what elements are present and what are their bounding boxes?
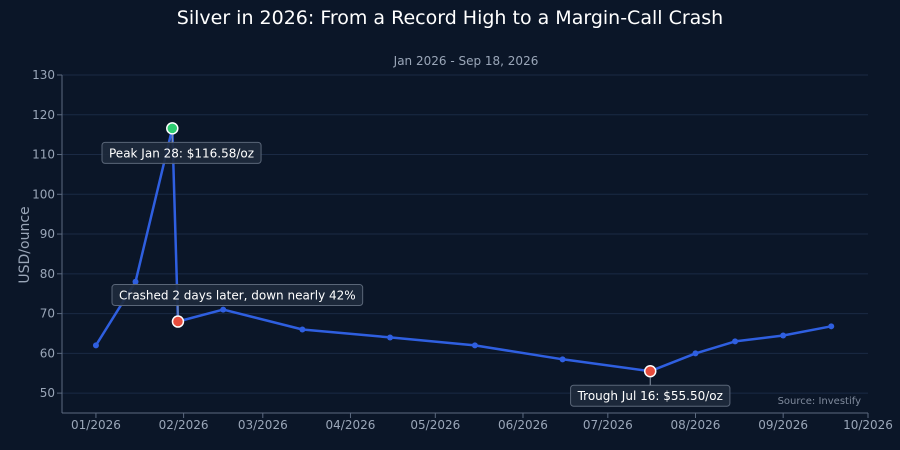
data-point: [780, 332, 787, 339]
x-tick-label: 10/2026: [843, 418, 893, 432]
annotation: Crashed 2 days later, down nearly 42%: [111, 284, 364, 316]
data-point: [692, 350, 699, 357]
y-tick-label: 80: [40, 267, 55, 281]
series-line: [94, 127, 832, 373]
data-point: [92, 342, 99, 349]
axes: 50 60 70 80 90 100 110 120 130 01/2026 02/2026 03/2…: [32, 68, 893, 432]
y-tick-label: 70: [40, 307, 55, 321]
annotation-text: Crashed 2 days later, down nearly 42%: [119, 289, 356, 303]
y-tick-label: 120: [32, 108, 55, 122]
source-note: Source: Investify: [778, 396, 862, 407]
x-tick-label: 01/2026: [71, 418, 121, 432]
data-point: [732, 338, 739, 345]
annotation-box: [111, 284, 364, 307]
highlight-marker: [171, 315, 185, 328]
highlight-marker: [166, 122, 179, 135]
x-tick-label: 08/2026: [671, 418, 721, 432]
y-tick-label: 50: [40, 386, 55, 400]
data-point: [132, 278, 139, 285]
y-tick-label: 60: [40, 346, 55, 360]
x-tick-label: 09/2026: [758, 418, 808, 432]
y-axis-title: USD/ounce: [17, 206, 33, 283]
series-line-path: [94, 127, 832, 373]
highlight-marker: [643, 364, 657, 378]
annotation-box: [101, 141, 262, 164]
annotation: Peak Jan 28: $116.58/oz: [101, 134, 262, 164]
x-tick-label: 03/2026: [238, 418, 288, 432]
y-tick-label: 110: [32, 148, 55, 162]
data-point: [828, 323, 835, 330]
y-tick-label: 100: [32, 187, 55, 201]
chart-subtitle: Jan 2026 - Sep 18, 2026: [393, 54, 539, 68]
data-point: [471, 342, 478, 349]
x-tick-label: 02/2026: [159, 418, 209, 432]
x-tick-label: 05/2026: [410, 418, 460, 432]
x-tick-label: 06/2026: [498, 418, 548, 432]
data-points: [92, 122, 835, 378]
y-tick-label: 130: [32, 68, 55, 82]
data-point: [299, 326, 306, 333]
data-point: [387, 334, 394, 341]
annotations: Peak Jan 28: $116.58/oz Crashed 2 days la…: [101, 134, 731, 407]
y-tick-label: 90: [40, 227, 55, 241]
annotation: Trough Jul 16: $55.50/oz: [570, 377, 731, 407]
chart-title: Silver in 2026: From a Record High to a …: [177, 7, 723, 29]
data-point: [220, 306, 227, 313]
x-tick-label: 07/2026: [583, 418, 633, 432]
data-point: [559, 356, 566, 363]
annotation-text: Peak Jan 28: $116.58/oz: [109, 146, 254, 160]
annotation-text: Trough Jul 16: $55.50/oz: [577, 389, 723, 403]
x-tick-label: 04/2026: [326, 418, 376, 432]
